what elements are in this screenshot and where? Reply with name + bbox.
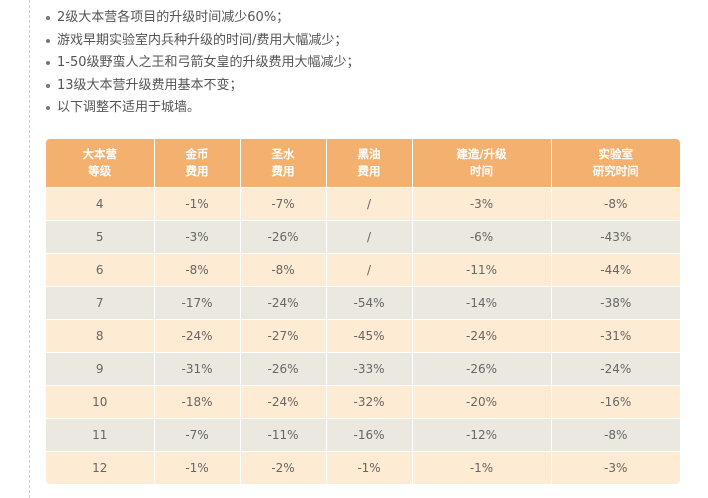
cell-build-time: -14% xyxy=(412,286,552,320)
cell-level: 10 xyxy=(46,385,155,419)
cell-build-time: -12% xyxy=(412,418,552,452)
table-row: 11 -7% -11% -16% -12% -8% xyxy=(46,418,680,452)
cell-gold: -1% xyxy=(154,187,241,221)
cell-elixir: -11% xyxy=(240,418,327,452)
note-item: 2级大本营各项目的升级时间减少60%； xyxy=(46,7,360,30)
table-row: 12 -1% -2% -1% -1% -3% xyxy=(46,451,680,484)
note-text: 2级大本营各项目的升级时间减少60%； xyxy=(57,10,290,25)
note-text: 1-50级野蛮人之王和弓箭女皇的升级费用大幅减少； xyxy=(57,55,360,70)
table-header-row: 大本营 等级 金币 费用 圣水 费用 黑油 费用 建造/升级 时间 实验室 研究时间 xyxy=(46,139,680,188)
header-dark-elixir-cost: 黑油 费用 xyxy=(326,139,413,188)
cell-level: 9 xyxy=(46,352,155,386)
bullet-icon xyxy=(46,61,50,65)
cell-elixir: -8% xyxy=(240,253,327,287)
header-gold-cost: 金币 费用 xyxy=(154,139,241,188)
table-row: 4 -1% -7% / -3% -8% xyxy=(46,187,680,221)
cell-level: 4 xyxy=(46,187,155,221)
notes-list: 2级大本营各项目的升级时间减少60%； 游戏早期实验室内兵种升级的时间/费用大幅… xyxy=(46,7,360,120)
cell-build-time: -24% xyxy=(412,319,552,353)
note-item: 1-50级野蛮人之王和弓箭女皇的升级费用大幅减少； xyxy=(46,52,360,75)
upgrade-reduction-table: 大本营 等级 金币 费用 圣水 费用 黑油 费用 建造/升级 时间 实验室 研究时间 4 -… xyxy=(46,139,680,484)
cell-gold: -17% xyxy=(154,286,241,320)
bullet-icon xyxy=(46,106,50,110)
cell-lab-time: -31% xyxy=(551,319,680,353)
cell-dark-elixir: -16% xyxy=(326,418,413,452)
table-row: 6 -8% -8% / -11% -44% xyxy=(46,253,680,287)
cell-dark-elixir: -33% xyxy=(326,352,413,386)
cell-gold: -8% xyxy=(154,253,241,287)
bullet-icon xyxy=(46,83,50,88)
cell-build-time: -20% xyxy=(412,385,552,419)
cell-dark-elixir: -1% xyxy=(326,451,413,484)
cell-build-time: -26% xyxy=(412,352,552,386)
cell-elixir: -26% xyxy=(240,352,327,386)
header-townhall-level: 大本营 等级 xyxy=(46,139,155,188)
cell-lab-time: -16% xyxy=(551,385,680,419)
cell-gold: -7% xyxy=(154,418,241,452)
cell-lab-time: -8% xyxy=(551,187,680,221)
cell-level: 8 xyxy=(46,319,155,353)
table-row: 9 -31% -26% -33% -26% -24% xyxy=(46,352,680,386)
cell-dark-elixir: -32% xyxy=(326,385,413,419)
cell-build-time: -6% xyxy=(412,220,552,254)
note-text: 13级大本营升级费用基本不变； xyxy=(57,77,243,93)
cell-elixir: -24% xyxy=(240,286,327,320)
cell-lab-time: -43% xyxy=(551,220,680,254)
cell-dark-elixir: -54% xyxy=(326,286,413,320)
cell-level: 11 xyxy=(46,418,155,452)
cell-level: 6 xyxy=(46,253,155,287)
cell-level: 7 xyxy=(46,286,155,320)
cell-gold: -18% xyxy=(154,385,241,419)
cell-lab-time: -8% xyxy=(551,418,680,452)
header-lab-research-time: 实验室 研究时间 xyxy=(551,139,680,188)
cell-elixir: -27% xyxy=(240,319,327,353)
cell-gold: -3% xyxy=(154,220,241,254)
note-text: 以下调整不适用于城墙。 xyxy=(57,100,201,115)
cell-elixir: -2% xyxy=(240,451,327,484)
table-row: 8 -24% -27% -45% -24% -31% xyxy=(46,319,680,353)
left-dashed-rule xyxy=(29,0,30,498)
table-row: 7 -17% -24% -54% -14% -38% xyxy=(46,286,680,320)
cell-level: 5 xyxy=(46,220,155,254)
cell-lab-time: -3% xyxy=(551,451,680,484)
cell-dark-elixir: / xyxy=(326,187,413,221)
cell-level: 12 xyxy=(46,451,155,484)
cell-gold: -31% xyxy=(154,352,241,386)
cell-build-time: -11% xyxy=(412,253,552,287)
note-item: 游戏早期实验室内兵种升级的时间/费用大幅减少； xyxy=(46,30,360,53)
cell-dark-elixir: / xyxy=(326,220,413,254)
cell-dark-elixir: -45% xyxy=(326,319,413,353)
header-build-upgrade-time: 建造/升级 时间 xyxy=(412,139,552,188)
bullet-icon xyxy=(46,38,50,43)
cell-dark-elixir: / xyxy=(326,253,413,287)
cell-gold: -24% xyxy=(154,319,241,353)
cell-lab-time: -24% xyxy=(551,352,680,386)
cell-elixir: -26% xyxy=(240,220,327,254)
table-row: 10 -18% -24% -32% -20% -16% xyxy=(46,385,680,419)
table-row: 5 -3% -26% / -6% -43% xyxy=(46,220,680,254)
header-elixir-cost: 圣水 费用 xyxy=(240,139,327,188)
cell-build-time: -3% xyxy=(412,187,552,221)
cell-elixir: -24% xyxy=(240,385,327,419)
cell-build-time: -1% xyxy=(412,451,552,484)
note-text: 游戏早期实验室内兵种升级的时间/费用大幅减少； xyxy=(57,32,348,48)
cell-lab-time: -44% xyxy=(551,253,680,287)
note-item: 以下调整不适用于城墙。 xyxy=(46,97,360,120)
bullet-icon xyxy=(46,16,50,20)
cell-gold: -1% xyxy=(154,451,241,484)
note-item: 13级大本营升级费用基本不变； xyxy=(46,75,360,98)
cell-elixir: -7% xyxy=(240,187,327,221)
cell-lab-time: -38% xyxy=(551,286,680,320)
